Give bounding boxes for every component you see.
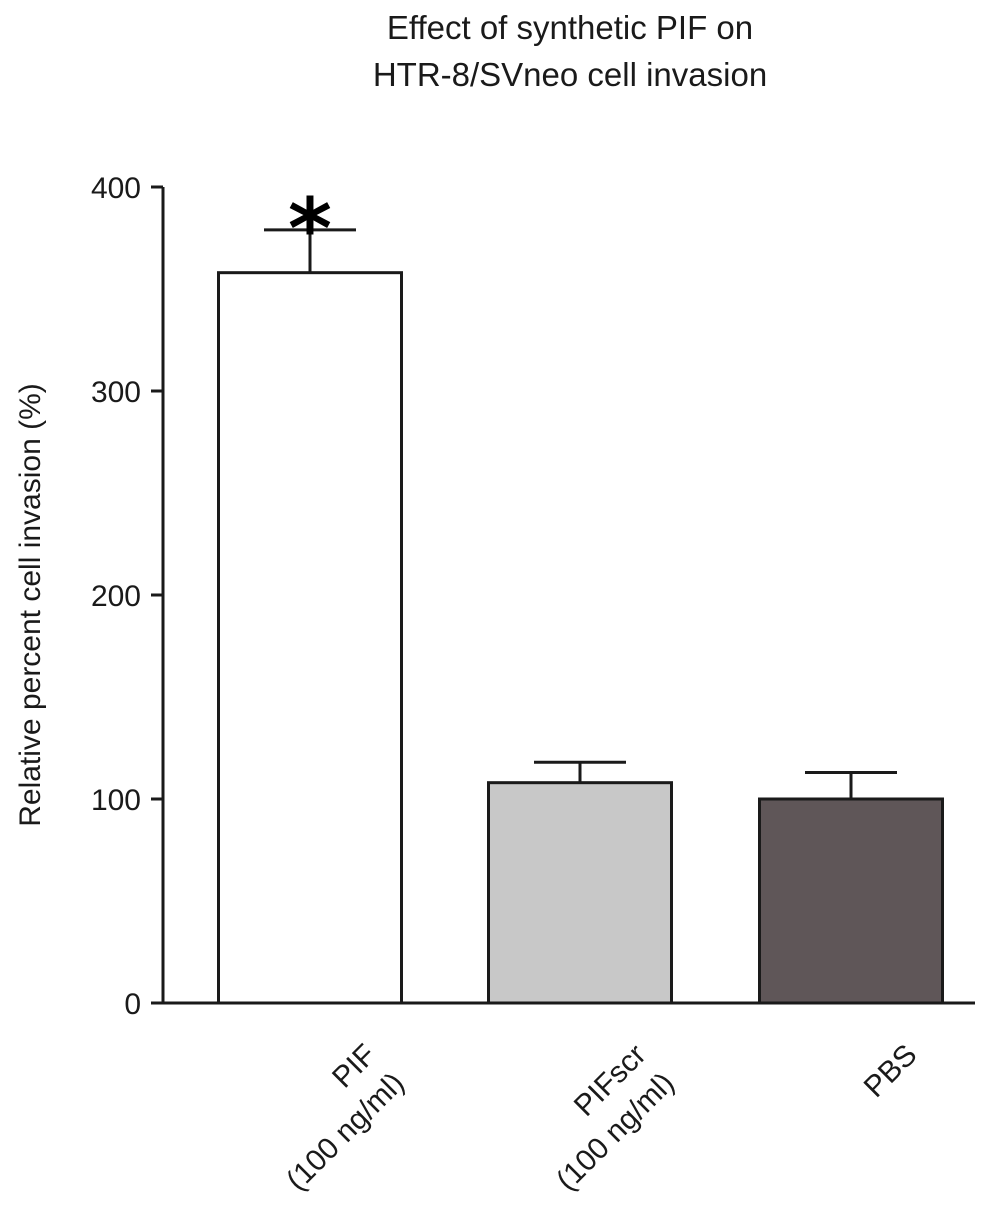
y-tick-label-200: 200 — [91, 580, 141, 613]
significance-marker: * — [288, 180, 332, 278]
chart-title-line-2: HTR-8/SVneo cell invasion — [372, 56, 768, 93]
x-tick-label-group-1: PIF(100 ng/ml) — [280, 1038, 411, 1197]
x-tick-label-group-2: PIFscr(100 ng/ml) — [550, 1038, 681, 1197]
error-bars-layer — [264, 228, 897, 799]
y-tick-label-400: 400 — [91, 172, 141, 205]
bar-1 — [217, 271, 403, 1005]
bar-3 — [758, 797, 944, 1005]
y-tick-label-300: 300 — [91, 376, 141, 409]
bar-2 — [487, 781, 673, 1005]
y-tick-label-100: 100 — [91, 784, 141, 817]
chart-title-line-1: Effect of synthetic PIF on — [386, 9, 754, 46]
axes-layer — [151, 185, 975, 1005]
labels-layer: * 0 100 200 300 400 Relative percent cell inva… — [14, 172, 924, 1197]
x-tick-label-3-line-1: PBS — [858, 1038, 924, 1104]
y-axis-label: Relative percent cell invasion (%) — [14, 383, 47, 827]
y-tick-label-0: 0 — [124, 988, 141, 1021]
x-tick-label-group-3: PBS — [858, 1038, 924, 1104]
bars-layer — [217, 271, 944, 1005]
chart-title: Effect of synthetic PIF on HTR-8/SVneo c… — [330, 4, 810, 98]
